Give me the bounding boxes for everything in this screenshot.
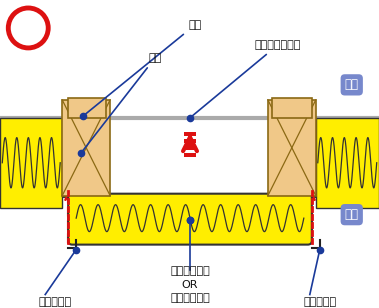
Bar: [0, 118, 62, 208]
Bar: [68, 98, 106, 118]
Bar: [268, 100, 316, 196]
Bar: [184, 153, 196, 157]
Bar: [62, 100, 110, 196]
Text: 胴縁: 胴縁: [86, 20, 202, 114]
Bar: [184, 132, 196, 136]
Text: 屋内: 屋内: [345, 208, 359, 221]
Text: 屋外: 屋外: [345, 78, 359, 91]
FancyBboxPatch shape: [68, 194, 312, 245]
Bar: [184, 146, 196, 150]
Text: グラスウール
OR
ロックウール: グラスウール OR ロックウール: [170, 266, 210, 303]
Text: ステープル: ステープル: [303, 297, 336, 306]
Text: 透湿防水シート: 透湿防水シート: [192, 40, 301, 116]
Text: ステープル: ステープル: [39, 297, 72, 306]
Bar: [184, 139, 196, 143]
Text: 間柱: 間柱: [83, 53, 162, 150]
Bar: [316, 118, 379, 208]
Bar: [272, 98, 312, 118]
